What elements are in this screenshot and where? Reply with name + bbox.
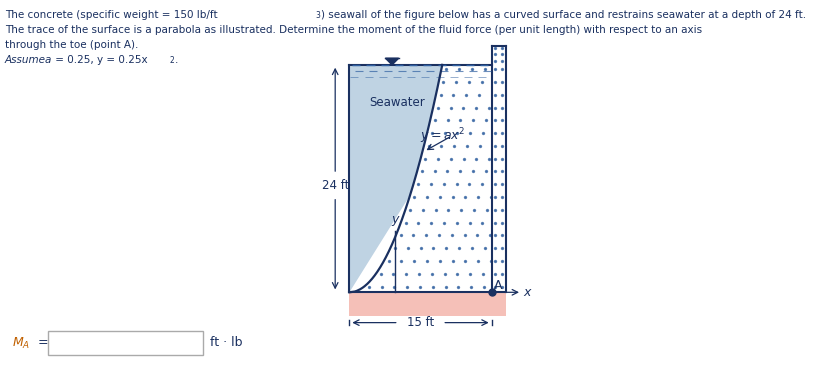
Text: .: . [175, 55, 178, 65]
Text: 3: 3 [315, 11, 320, 20]
Polygon shape [349, 292, 506, 316]
Text: ft · lb: ft · lb [210, 336, 243, 350]
Text: Assume: Assume [5, 55, 50, 65]
Text: $y = ax^2$: $y = ax^2$ [421, 126, 465, 146]
Text: Seawater: Seawater [369, 96, 425, 109]
Text: 15 ft: 15 ft [407, 316, 434, 329]
Text: The trace of the surface is a parabola as illustrated. Determine the moment of t: The trace of the surface is a parabola a… [5, 25, 702, 35]
Text: ) seawall of the figure below has a curved surface and restrains seawater at a d: ) seawall of the figure below has a curv… [321, 10, 806, 20]
Text: The concrete (specific weight = 150 lb/ft: The concrete (specific weight = 150 lb/f… [5, 10, 218, 20]
Polygon shape [349, 65, 491, 292]
Text: a: a [45, 55, 51, 65]
Text: x: x [524, 286, 531, 299]
Text: 2: 2 [170, 56, 175, 65]
Text: 24 ft: 24 ft [322, 179, 349, 192]
Polygon shape [386, 58, 399, 65]
Text: A: A [495, 279, 503, 292]
Bar [48, 331, 203, 355]
Text: through the toe (point A).: through the toe (point A). [5, 40, 139, 50]
Text: = 0.25, y = 0.25x: = 0.25, y = 0.25x [52, 55, 148, 65]
Text: =: = [38, 336, 49, 350]
Polygon shape [349, 65, 443, 292]
Polygon shape [491, 46, 506, 292]
Text: y: y [391, 213, 399, 226]
Text: $M_A$: $M_A$ [12, 335, 30, 351]
